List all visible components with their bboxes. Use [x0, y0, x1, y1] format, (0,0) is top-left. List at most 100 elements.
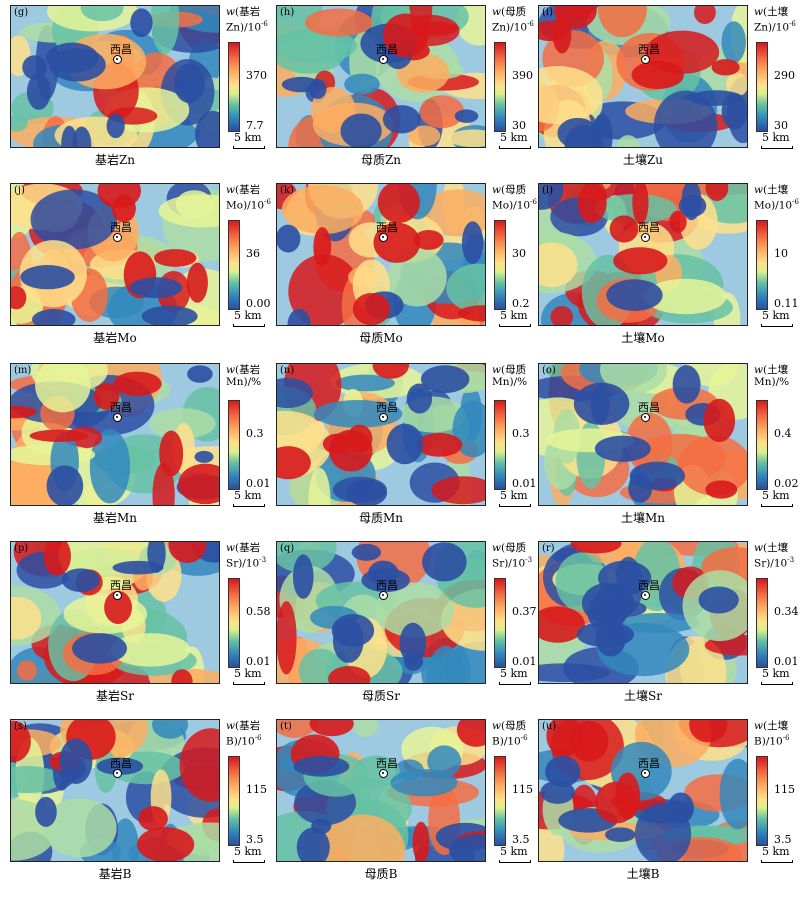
contour-map: [10, 183, 220, 326]
contour-map: [538, 363, 748, 506]
city-label: 西昌: [638, 579, 660, 592]
color-scale-bar: [228, 42, 240, 132]
contour-map: [276, 183, 486, 326]
scale-min-value: 0.01: [246, 655, 271, 668]
scale-mid-value: 0.58: [246, 605, 271, 618]
scale-mid-value: 30: [512, 247, 526, 260]
distance-scale-label: 5 km: [762, 667, 790, 680]
legend-title: w(土壤 Mo)/10-6: [754, 184, 799, 212]
color-scale-bar: [756, 578, 768, 668]
panel-letter: (q): [280, 543, 295, 554]
map-panel: (l) 西昌 w(土壤 Mo)/10-6 10 0.11 5 km 土壤Mo: [538, 183, 799, 361]
distance-scale-bar: [233, 682, 265, 685]
panel-letter: (u): [542, 721, 557, 732]
map-panel: (q) 西昌 w(母质 Sr)/10-3 0.37 0.01 5 km 母质Sr: [276, 541, 537, 719]
panel-caption: 母质Mn: [358, 511, 404, 525]
panel-caption: 母质Mo: [359, 331, 403, 345]
panel-caption: 母质Sr: [362, 689, 400, 703]
distance-scale-bar: [761, 860, 793, 863]
color-scale-bar: [494, 578, 506, 668]
contour-map: [276, 541, 486, 684]
scale-mid-value: 0.37: [512, 605, 537, 618]
distance-scale-bar: [233, 504, 265, 507]
city-marker-icon: [113, 233, 122, 242]
panel-letter: (k): [280, 185, 294, 196]
contour-map: [10, 541, 220, 684]
scale-min-value: 30: [512, 119, 526, 132]
city-label: 西昌: [376, 43, 398, 56]
panel-caption: 土壤Sr: [624, 689, 662, 703]
distance-scale-label: 5 km: [500, 131, 528, 144]
scale-mid-value: 36: [246, 247, 260, 260]
color-scale-bar: [494, 756, 506, 846]
distance-scale-label: 5 km: [500, 667, 528, 680]
color-scale-bar: [756, 756, 768, 846]
scale-min-value: 30: [774, 119, 788, 132]
contour-map: [10, 5, 220, 148]
panel-caption: 土壤Mo: [621, 331, 665, 345]
color-scale-bar: [756, 400, 768, 490]
distance-scale-bar: [233, 860, 265, 863]
legend-title: w(土壤 Mn)/%: [754, 364, 790, 388]
city-label: 西昌: [110, 579, 132, 592]
legend-title: w(基岩 B)/10-6: [226, 720, 262, 748]
legend-title: w(母质 Mo)/10-6: [492, 184, 537, 212]
distance-scale-label: 5 km: [762, 845, 790, 858]
scale-min-value: 0.02: [774, 477, 799, 490]
distance-scale-bar: [761, 324, 793, 327]
distance-scale-bar: [233, 146, 265, 149]
color-scale-bar: [228, 756, 240, 846]
contour-map: [10, 719, 220, 862]
distance-scale-bar: [761, 146, 793, 149]
panel-letter: (o): [542, 365, 556, 376]
distance-scale-bar: [499, 324, 531, 327]
distance-scale-label: 5 km: [234, 309, 262, 322]
scale-min-value: 0.01: [246, 477, 271, 490]
legend-title: w(基岩 Mn)/%: [226, 364, 262, 388]
distance-scale-label: 5 km: [762, 309, 790, 322]
city-label: 西昌: [110, 221, 132, 234]
legend-title: w(基岩 Zn)/10-6: [226, 6, 268, 34]
map-panel: (m) 西昌 w(基岩 Mn)/% 0.3 0.01 5 km 基岩Mn: [10, 363, 271, 541]
scale-mid-value: 290: [774, 69, 795, 82]
city-marker-icon: [641, 233, 650, 242]
contour-map: [538, 719, 748, 862]
distance-scale-label: 5 km: [500, 845, 528, 858]
distance-scale-label: 5 km: [762, 131, 790, 144]
panel-caption: 土壤Zu: [622, 153, 664, 167]
panel-letter: (t): [280, 721, 292, 732]
distance-scale-label: 5 km: [234, 489, 262, 502]
map-panel: (i) 西昌 w(土壤 Zn)/10-6 290 30 5 km 土壤Zu: [538, 5, 798, 183]
scale-min-value: 3.5: [512, 833, 530, 846]
scale-mid-value: 115: [774, 783, 795, 796]
map-panel: (n) 西昌 w(母质 Mn)/% 0.3 0.01 5 km 母质Mn: [276, 363, 537, 541]
scale-min-value: 0.2: [512, 297, 530, 310]
map-panel: (h) 西昌 w(母质 Zn)/10-6 390 30 5 km 母质Zn: [276, 5, 536, 183]
panel-letter: (s): [14, 721, 27, 732]
distance-scale-bar: [233, 324, 265, 327]
map-panel: (t) 西昌 w(母质 B)/10-6 115 3.5 5 km 母质B: [276, 719, 536, 897]
city-marker-icon: [379, 233, 388, 242]
distance-scale-bar: [761, 504, 793, 507]
contour-map: [538, 5, 748, 148]
panel-letter: (r): [542, 543, 555, 554]
city-marker-icon: [113, 591, 122, 600]
color-scale-bar: [494, 220, 506, 310]
city-label: 西昌: [638, 401, 660, 414]
city-label: 西昌: [110, 757, 132, 770]
scale-mid-value: 10: [774, 247, 788, 260]
city-marker-icon: [379, 591, 388, 600]
panel-caption: 母质Zn: [360, 153, 402, 167]
legend-title: w(母质 Mn)/%: [492, 364, 528, 388]
legend-title: w(土壤 Sr)/10-3: [754, 542, 795, 570]
city-marker-icon: [113, 769, 122, 778]
panel-letter: (g): [14, 7, 29, 18]
city-label: 西昌: [376, 579, 398, 592]
color-scale-bar: [228, 400, 240, 490]
scale-min-value: 0.01: [512, 655, 537, 668]
scale-min-value: 3.5: [774, 833, 792, 846]
distance-scale-label: 5 km: [500, 309, 528, 322]
panel-letter: (p): [14, 543, 29, 554]
panel-letter: (h): [280, 7, 295, 18]
legend-title: w(基岩 Mo)/10-6: [226, 184, 271, 212]
